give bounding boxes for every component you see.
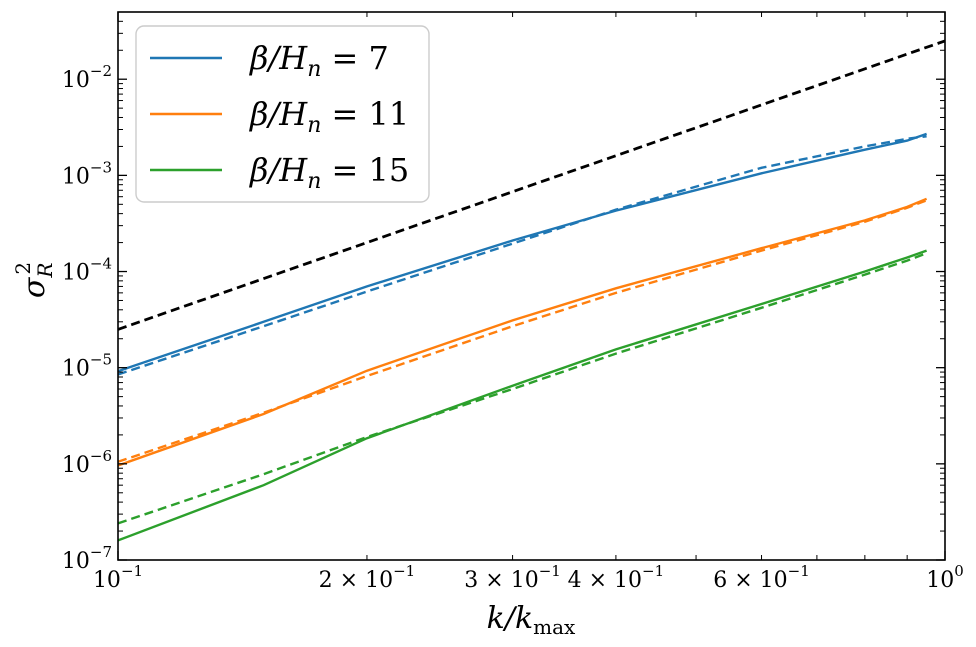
legend-box [135,25,430,203]
x-tick-label: 2 × 10−1 [319,562,416,593]
x-tick-label: 4 × 10−1 [568,562,665,593]
x-tick-label: 100 [926,562,964,593]
y-axis-label: σR2 [11,262,57,298]
legend-label: β/Hn = 7 [249,39,389,82]
y-tick-label: 10−2 [62,62,112,93]
x-tick-label: 3 × 10−1 [464,562,561,593]
y-tick-label: 10−5 [62,351,112,382]
legend-label: β/Hn = 15 [249,151,409,194]
reference-dashed-line [117,39,946,331]
legend-label: β/Hn = 11 [249,95,409,138]
series-layer [117,39,946,542]
y-tick-label: 10−3 [62,158,112,189]
ticks-layer: 10−7 10−6 10−5 10−4 10−3 10−2 10−1 2 × 10−1 3 × … [62,11,964,593]
series-3-dashed-line [117,199,928,463]
series-5-dashed-line [117,252,928,525]
y-tick-label: 10−4 [62,255,112,286]
series-1-dashed-line [117,135,927,376]
plot-frame [117,11,946,561]
x-tick-label: 6 × 10−1 [713,562,810,593]
legend: β/Hn = 7 β/Hn = 11 β/Hn = 15 [135,25,430,203]
y-tick-label: 10−7 [62,543,112,574]
svg-text:σR2: σR2 [11,262,57,298]
x-axis-label: k/kmax [487,601,576,639]
x-tick-label: 10−1 [93,562,143,593]
y-tick-label: 10−6 [62,447,112,478]
series-4-line [117,249,928,542]
